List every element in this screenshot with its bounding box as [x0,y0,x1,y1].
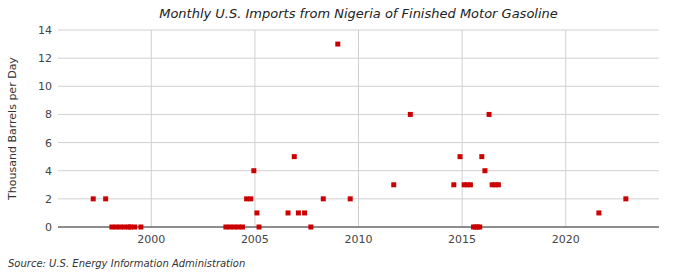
point [103,196,108,201]
grid [58,30,659,227]
y-tick-label: 6 [45,137,52,150]
point [321,196,326,201]
x-tick-label: 2010 [345,233,373,246]
point [138,225,143,230]
point [451,182,456,187]
point [251,168,256,173]
point [487,112,492,117]
point [596,210,601,215]
x-grid-line [565,30,566,227]
points [91,42,629,230]
y-tick-label: 14 [38,24,52,37]
point [132,225,137,230]
x-axis-line [58,227,659,228]
y-grid-line [58,227,659,228]
point [302,210,307,215]
y-tick-label: 10 [38,80,52,93]
x-grid-line [151,30,152,227]
title: Monthly U.S. Imports from Nigeria of Fin… [159,6,558,21]
point [257,225,262,230]
y-tick-label: 2 [45,193,52,206]
point [91,196,96,201]
x-grid-line [254,30,255,227]
x-tick-label: 2015 [448,233,476,246]
x-tick-label: 2005 [241,233,269,246]
point [623,196,628,201]
point [254,210,259,215]
point [240,225,245,230]
y-tick-label: 8 [45,108,52,121]
x-grid-line [358,30,359,227]
point [286,210,291,215]
y-tick-label: 12 [38,52,52,65]
point [458,154,463,159]
point [391,182,396,187]
chart: Monthly U.S. Imports from Nigeria of Fin… [0,0,675,275]
point [482,168,487,173]
point [292,154,297,159]
point [308,225,313,230]
y-tick-label: 0 [45,221,52,234]
source-note: Source: U.S. Energy Information Administ… [8,258,245,269]
point [248,196,253,201]
y-axis-label: Thousand Barrels per Day [6,57,19,201]
point [468,182,473,187]
y-tick-label: 4 [45,165,52,178]
x-tick-label: 2020 [552,233,580,246]
point [496,182,501,187]
x-tick-label: 2000 [137,233,165,246]
point [479,154,484,159]
point [408,112,413,117]
point [335,42,340,47]
point [477,225,482,230]
x-grid-line [462,30,463,227]
point [348,196,353,201]
point [296,210,301,215]
